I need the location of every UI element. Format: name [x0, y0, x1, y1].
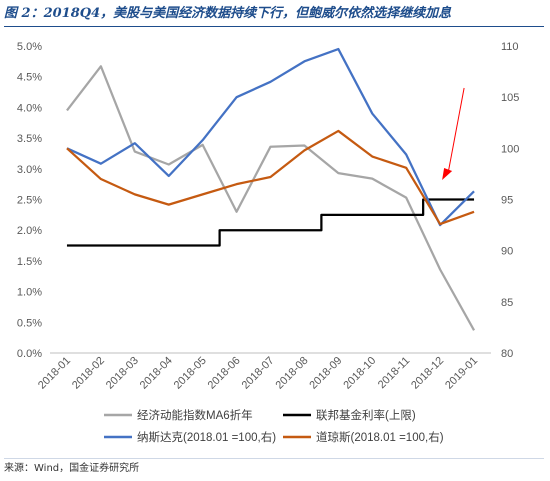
source-note: 来源：Wind，国金证券研究所 — [4, 463, 140, 474]
y-right-tick-label: 105 — [501, 92, 519, 104]
x-tick-label: 2018-11 — [376, 355, 412, 391]
y-left-tick-label: 2.0% — [17, 225, 42, 237]
y-left-tick-label: 3.0% — [17, 164, 42, 176]
x-tick-label: 2019-01 — [443, 355, 480, 392]
legend-label: 道琼斯(2018.01 =100,右) — [316, 430, 444, 444]
y-right-tick-label: 110 — [501, 41, 519, 53]
legend-label: 纳斯达克(2018.01 =100,右) — [137, 430, 276, 444]
x-tick-label: 2018-09 — [307, 355, 344, 392]
y-left-tick-label: 1.5% — [17, 256, 42, 268]
x-tick-label: 2018-10 — [341, 355, 378, 392]
legend-label: 联邦基金利率(上限) — [316, 408, 416, 422]
y-right-tick-label: 100 — [501, 143, 519, 155]
series-line-1 — [66, 65, 476, 331]
x-tick-label: 2018-07 — [240, 355, 277, 392]
y-left-tick-label: 4.5% — [17, 72, 42, 84]
y-left-tick-label: 5.0% — [17, 41, 42, 53]
title-rule — [4, 26, 544, 27]
x-tick-label: 2018-12 — [409, 355, 446, 392]
y-left-tick-label: 3.5% — [17, 133, 42, 145]
y-left-tick-label: 1.0% — [17, 287, 42, 299]
annotation-arrow-shaft — [447, 87, 465, 174]
legend-label: 经济动能指数MA6折年 — [137, 408, 253, 422]
y-left-tick-label: 2.5% — [17, 195, 42, 207]
y-right-tick-label: 85 — [501, 297, 513, 309]
line-chart: 0.0% 0.5% 1.0% 1.5% 2.0% 2.5% 3.0% 3.5% 4.0% 4.5%… — [17, 41, 519, 444]
y-left-tick-label: 0.0% — [17, 348, 42, 360]
x-tick-label: 2018-06 — [206, 355, 243, 392]
x-tick-label: 2018-02 — [70, 355, 107, 392]
y-right-tick-label: 80 — [501, 348, 513, 360]
annotation-arrow-head — [442, 168, 453, 180]
x-tick-label: 2018-03 — [104, 355, 141, 392]
source-rule — [4, 458, 544, 459]
series-line-4 — [66, 129, 475, 226]
x-tick-label: 2018-08 — [274, 355, 311, 392]
y-right-tick-label: 90 — [501, 246, 513, 258]
y-left-tick-label: 4.0% — [17, 102, 42, 114]
x-tick-label: 2018-04 — [138, 355, 175, 392]
y-right-tick-label: 95 — [501, 195, 513, 207]
x-tick-label: 2018-05 — [172, 355, 209, 392]
x-tick-label: 2018-01 — [36, 355, 73, 392]
series-line-2 — [66, 198, 475, 247]
series-line-3 — [66, 47, 475, 227]
y-left-tick-label: 0.5% — [17, 317, 42, 329]
figure-title: 图 2：2018Q4，美股与美国经济数据持续下行，但鲍威尔依然选择继续加息 — [4, 6, 452, 21]
